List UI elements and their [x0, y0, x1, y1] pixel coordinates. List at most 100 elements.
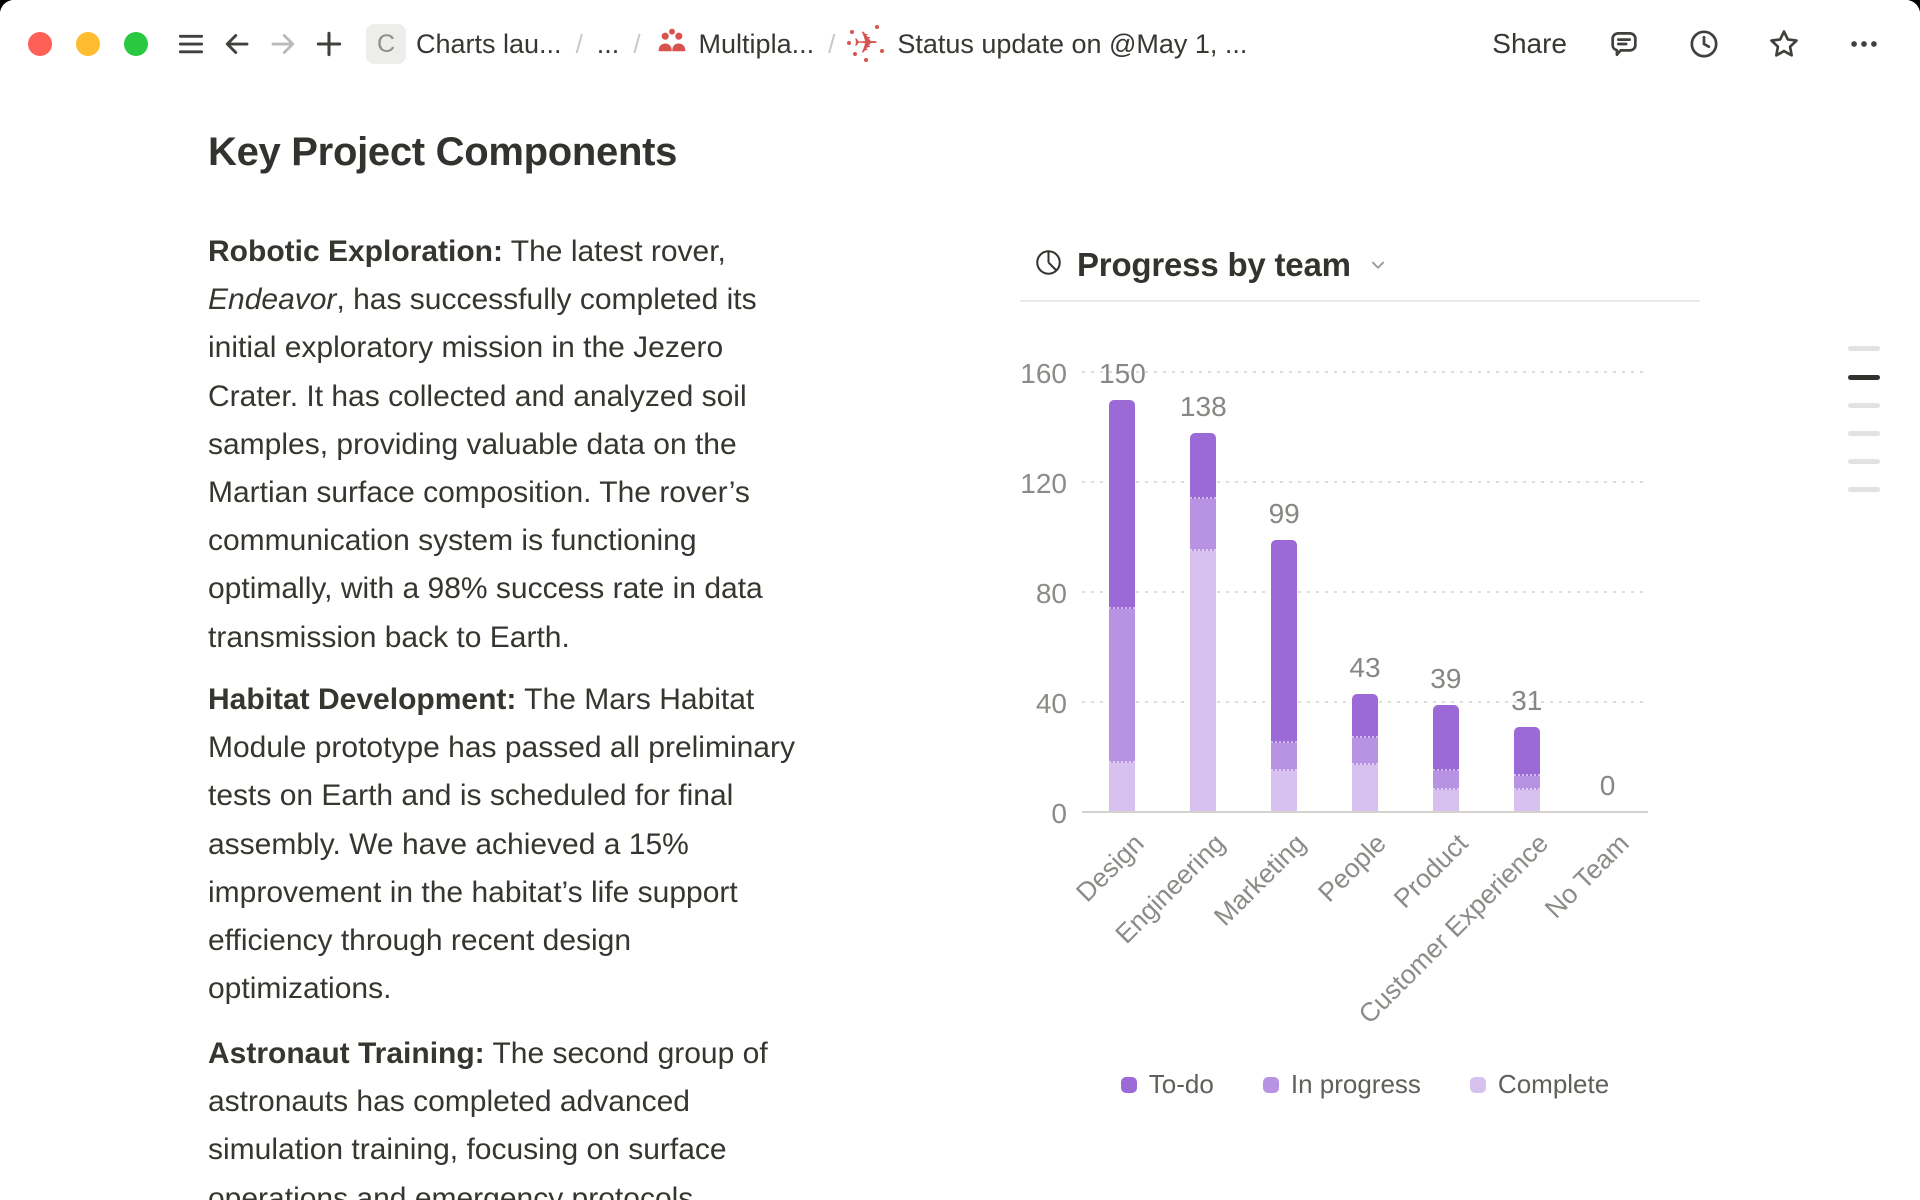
sidebar-toggle-icon[interactable]: [174, 27, 208, 61]
text-line: improvement in the habitat’s life suppor…: [208, 875, 738, 909]
chart-legend: To-do In progress Complete: [1082, 1069, 1648, 1100]
bar-value-label: 150: [1099, 357, 1146, 389]
bar-value-label: 138: [1179, 390, 1227, 422]
minimize-window-button[interactable]: [76, 32, 100, 56]
bar-engineering[interactable]: [1190, 432, 1217, 812]
page-title: Key Project Components: [208, 130, 678, 174]
new-page-icon[interactable]: [312, 27, 346, 61]
chart-header[interactable]: Progress by team: [1034, 246, 1389, 284]
text-line: Crater. It has collected and analyzed so…: [208, 379, 747, 413]
legend-label: To-do: [1148, 1069, 1214, 1099]
legend-marker: [1469, 1076, 1486, 1093]
legend-marker: [1262, 1076, 1279, 1093]
outline-line-active[interactable]: [1848, 375, 1880, 380]
text-line: efficiency through recent design: [208, 923, 632, 957]
text-line: operations and emergency protocols.: [208, 1181, 702, 1200]
breadcrumb-item[interactable]: Multipla...: [655, 24, 815, 65]
back-icon[interactable]: [220, 27, 254, 61]
bar-segment-in-progress[interactable]: [1190, 498, 1217, 551]
text-line: Martian surface composition. The rover’s: [208, 475, 750, 509]
text-line: Endeavor, has successfully completed its: [208, 283, 757, 317]
outline-line[interactable]: [1848, 346, 1880, 351]
bar-segment-complete[interactable]: [1271, 770, 1298, 812]
legend-item-complete[interactable]: Complete: [1469, 1069, 1609, 1100]
text-line: transmission back to Earth.: [208, 620, 570, 654]
bar-segment-in-progress[interactable]: [1352, 737, 1378, 766]
y-axis-tick-label: 0: [1051, 798, 1067, 829]
history-clock-icon[interactable]: [1687, 27, 1721, 61]
comments-icon[interactable]: [1607, 27, 1641, 61]
share-button[interactable]: Share: [1492, 28, 1567, 59]
paragraph: Astronaut Training: The second group of a…: [208, 1030, 808, 1200]
outline-line[interactable]: [1848, 431, 1880, 436]
favorite-star-icon[interactable]: [1767, 27, 1801, 61]
toolbar: C Charts lau... /... / Multipla... / ✈ Status u…: [0, 0, 1920, 88]
breadcrumb-item[interactable]: ...: [597, 29, 620, 60]
gridline: [1082, 481, 1648, 483]
bar-segment-complete[interactable]: [1352, 765, 1378, 812]
bar-product[interactable]: [1432, 704, 1459, 812]
x-axis-category-label: Design: [1070, 828, 1150, 908]
text-line: initial exploratory mission in the Jezer…: [208, 331, 724, 365]
bar-value-label: 39: [1430, 662, 1462, 694]
bar-segment-in-progress[interactable]: [1513, 776, 1540, 790]
legend-label: In progress: [1290, 1069, 1421, 1099]
bar-segment-in-progress[interactable]: [1432, 770, 1459, 790]
legend-item-in-progress[interactable]: In progress: [1262, 1069, 1421, 1100]
chart-plot: 0 40 80 120 160 150 Design 138 Engineering 99 Mark…: [1020, 358, 1648, 1029]
bar-value-label: 43: [1349, 651, 1381, 683]
breadcrumb-separator: /: [633, 28, 641, 59]
text-line: Module prototype has passed all prelimin…: [208, 731, 795, 765]
bar-segment-to-do[interactable]: [1271, 539, 1298, 744]
close-window-button[interactable]: [28, 32, 52, 56]
x-axis-baseline: [1082, 811, 1648, 813]
bar-customer-experience[interactable]: [1513, 726, 1540, 812]
bar-segment-in-progress[interactable]: [1271, 743, 1298, 771]
more-options-icon[interactable]: [1847, 27, 1881, 61]
bar-marketing[interactable]: [1271, 539, 1298, 812]
legend-item-to-do[interactable]: To-do: [1120, 1069, 1214, 1100]
x-axis-category-label: No Team: [1538, 828, 1635, 924]
legend-marker: [1120, 1076, 1137, 1093]
chart-title: Progress by team: [1077, 246, 1351, 283]
outline-line[interactable]: [1848, 403, 1880, 408]
bar-segment-to-do[interactable]: [1513, 726, 1540, 777]
bar-segment-to-do[interactable]: [1432, 704, 1459, 771]
chevron-down-icon: [1367, 254, 1389, 281]
breadcrumb-label: ...: [596, 28, 620, 59]
bar-segment-to-do[interactable]: [1352, 693, 1378, 738]
y-axis-tick-label: 40: [1035, 688, 1067, 719]
breadcrumb-item[interactable]: C Charts lau...: [366, 24, 562, 64]
bar-people[interactable]: [1352, 693, 1378, 812]
breadcrumb-label: Multipla...: [698, 28, 815, 59]
breadcrumb: C Charts lau... /... / Multipla... / ✈ Status u…: [360, 24, 1253, 65]
y-axis-tick-label: 160: [1020, 358, 1067, 389]
text-line: assembly. We have achieved a 15%: [208, 827, 689, 861]
bar-segment-in-progress[interactable]: [1109, 608, 1136, 763]
page-icon-letter-c: C: [366, 24, 406, 64]
bar-segment-complete[interactable]: [1109, 762, 1136, 812]
pie-chart-icon: [1034, 248, 1063, 282]
people-icon: [655, 24, 689, 65]
breadcrumb-item[interactable]: ✈ Status update on @May 1, ...: [847, 25, 1247, 63]
text-line: simulation training, focusing on surface: [208, 1133, 727, 1167]
bar-segment-to-do[interactable]: [1109, 399, 1136, 609]
bar-segment-complete[interactable]: [1432, 790, 1459, 812]
zoom-window-button[interactable]: [124, 32, 148, 56]
outline-line[interactable]: [1848, 459, 1880, 464]
text-line: astronauts has completed advanced: [208, 1085, 690, 1119]
bar-segment-complete[interactable]: [1190, 550, 1217, 812]
outline-line[interactable]: [1848, 487, 1880, 492]
forward-icon[interactable]: [266, 27, 300, 61]
bar-design[interactable]: [1109, 399, 1136, 812]
text-line: samples, providing valuable data on the: [208, 427, 737, 461]
bar-segment-to-do[interactable]: [1190, 432, 1217, 499]
text-line: optimally, with a 98% success rate in da…: [208, 572, 763, 606]
breadcrumb-separator: /: [828, 28, 836, 59]
breadcrumb-separator: /: [575, 28, 583, 59]
x-axis-category-label: People: [1312, 828, 1393, 908]
breadcrumb-label: Charts lau...: [416, 28, 562, 59]
gridline: [1082, 591, 1648, 593]
bar-value-label: 0: [1599, 770, 1616, 801]
bar-segment-complete[interactable]: [1513, 790, 1540, 812]
